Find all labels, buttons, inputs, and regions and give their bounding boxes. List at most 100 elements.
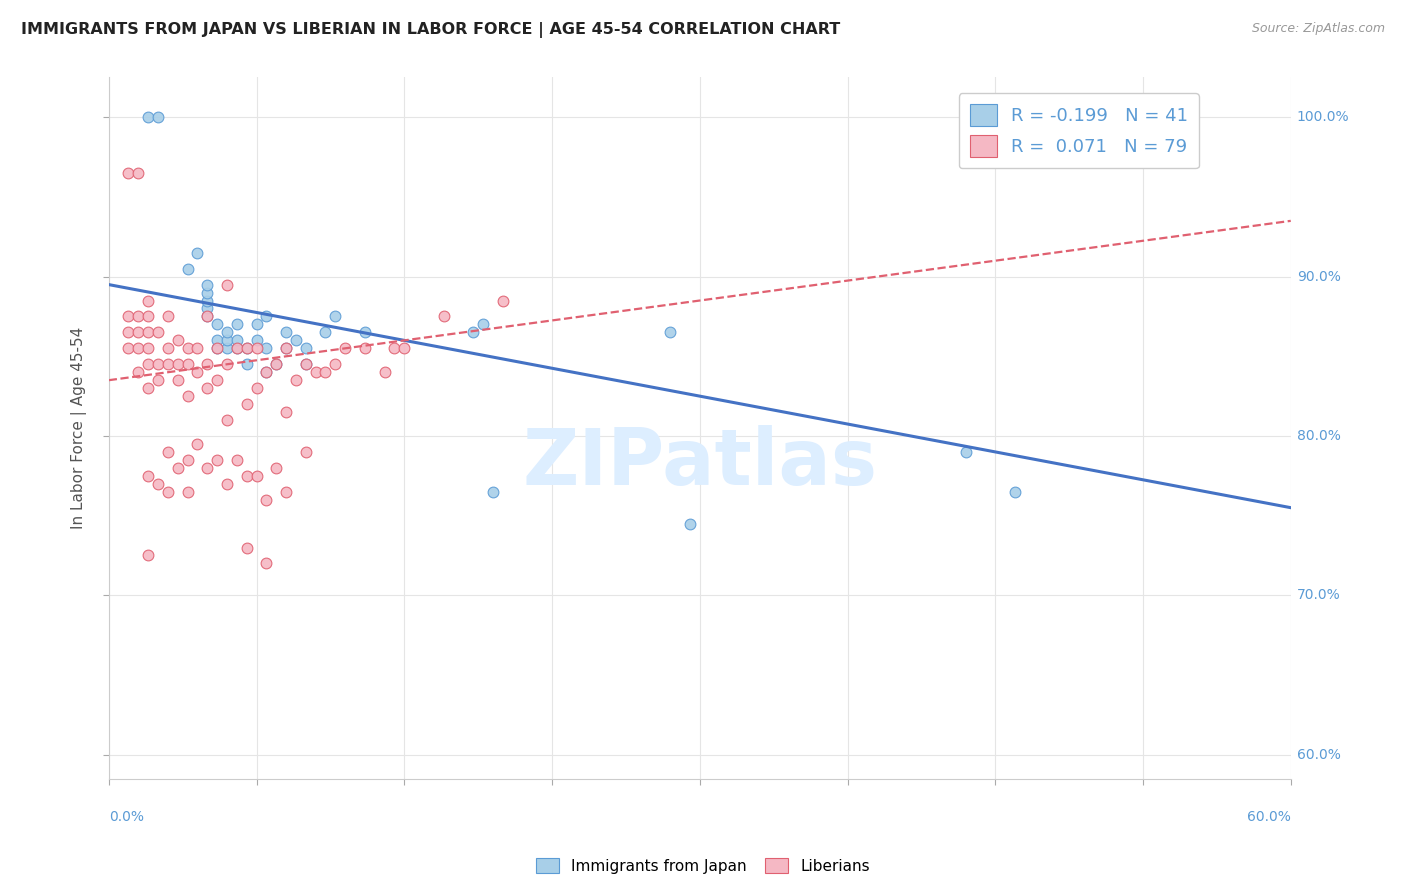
Point [245,468,267,483]
Point [166,373,188,387]
Point [215,342,238,356]
Point [136,110,159,124]
Point [215,476,238,491]
Point [176,357,198,371]
Text: 60.0%: 60.0% [1296,747,1340,762]
Point [146,373,169,387]
Point [156,484,179,499]
Point [323,357,346,371]
Point [195,460,218,475]
Point [274,342,297,356]
Point [195,310,218,324]
Point [314,365,336,379]
Point [156,357,179,371]
Point [136,326,159,340]
Point [245,318,267,332]
Point [176,453,198,467]
Point [136,357,159,371]
Point [254,365,277,379]
Point [472,318,495,332]
Point [195,277,218,292]
Point [235,397,257,411]
Point [156,342,179,356]
Point [215,277,238,292]
Point [127,310,149,324]
Point [215,413,238,427]
Point [374,365,396,379]
Point [215,334,238,348]
Point [166,357,188,371]
Point [274,405,297,419]
Point [254,342,277,356]
Point [294,342,316,356]
Point [136,381,159,395]
Legend: Immigrants from Japan, Liberians: Immigrants from Japan, Liberians [530,852,876,880]
Point [195,301,218,316]
Point [136,342,159,356]
Point [333,342,356,356]
Point [146,476,169,491]
Point [254,557,277,571]
Point [117,166,139,180]
Point [166,334,188,348]
Point [127,166,149,180]
Point [136,468,159,483]
Point [156,310,179,324]
Point [394,342,416,356]
Point [955,445,977,459]
Point [136,293,159,308]
Point [235,342,257,356]
Point [117,326,139,340]
Point [323,310,346,324]
Point [127,326,149,340]
Point [235,468,257,483]
Point [205,453,228,467]
Text: 80.0%: 80.0% [1296,429,1340,443]
Point [195,310,218,324]
Point [186,365,208,379]
Point [314,326,336,340]
Point [679,516,702,531]
Point [176,261,198,276]
Point [186,437,208,451]
Point [245,381,267,395]
Point [304,365,326,379]
Point [166,460,188,475]
Text: ZIPatlas: ZIPatlas [522,425,877,501]
Point [225,334,247,348]
Point [284,334,307,348]
Point [127,365,149,379]
Point [245,342,267,356]
Point [195,293,218,308]
Point [225,342,247,356]
Point [492,293,515,308]
Point [146,357,169,371]
Point [176,389,198,403]
Point [146,326,169,340]
Point [136,310,159,324]
Point [245,334,267,348]
Point [205,373,228,387]
Point [235,541,257,555]
Point [294,357,316,371]
Point [384,342,406,356]
Point [235,357,257,371]
Y-axis label: In Labor Force | Age 45-54: In Labor Force | Age 45-54 [72,326,87,529]
Point [284,373,307,387]
Point [264,357,287,371]
Point [215,326,238,340]
Point [659,326,682,340]
Point [136,549,159,563]
Point [205,318,228,332]
Point [463,326,485,340]
Point [482,484,505,499]
Point [186,245,208,260]
Point [225,453,247,467]
Point [146,110,169,124]
Point [294,445,316,459]
Point [117,342,139,356]
Text: 70.0%: 70.0% [1296,589,1340,602]
Point [176,342,198,356]
Point [127,342,149,356]
Point [205,342,228,356]
